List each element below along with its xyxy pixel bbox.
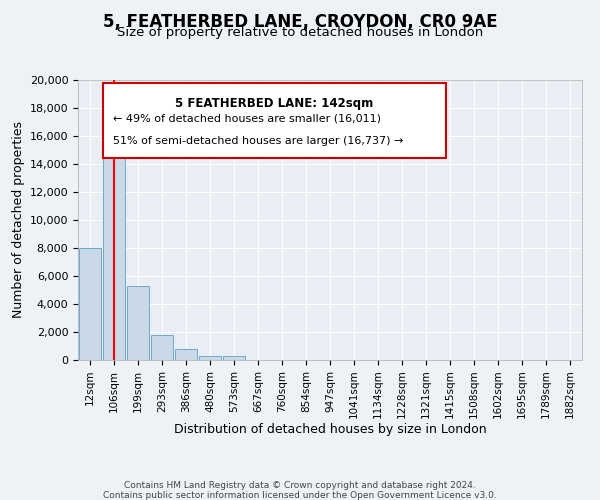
Y-axis label: Number of detached properties: Number of detached properties [13,122,25,318]
Text: Contains HM Land Registry data © Crown copyright and database right 2024.: Contains HM Land Registry data © Crown c… [124,481,476,490]
Bar [103,129,125,360]
Text: Contains public sector information licensed under the Open Government Licence v3: Contains public sector information licen… [103,491,497,500]
Text: 51% of semi-detached houses are larger (16,737) →: 51% of semi-detached houses are larger (… [113,136,404,146]
FancyBboxPatch shape [103,83,446,158]
Bar [151,335,173,360]
Bar [223,356,245,360]
Bar [199,356,221,360]
X-axis label: Distribution of detached houses by size in London: Distribution of detached houses by size … [173,422,487,436]
Text: Size of property relative to detached houses in London: Size of property relative to detached ho… [117,26,483,39]
Text: 5, FEATHERBED LANE, CROYDON, CR0 9AE: 5, FEATHERBED LANE, CROYDON, CR0 9AE [103,12,497,30]
Text: 5 FEATHERBED LANE: 142sqm: 5 FEATHERBED LANE: 142sqm [175,97,374,110]
Bar [79,248,101,360]
Bar [127,286,149,360]
Bar [175,349,197,360]
Text: ← 49% of detached houses are smaller (16,011): ← 49% of detached houses are smaller (16… [113,114,381,124]
